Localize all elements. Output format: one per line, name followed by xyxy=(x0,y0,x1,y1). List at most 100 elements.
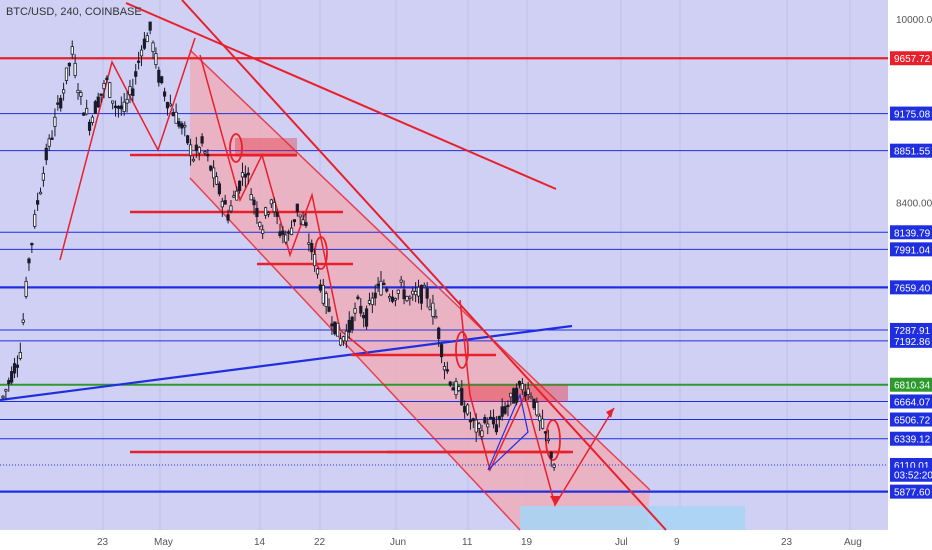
candle-body xyxy=(249,194,253,201)
candle-body xyxy=(526,388,530,395)
candle-body xyxy=(252,199,256,206)
candle-body xyxy=(263,207,268,216)
candle-body xyxy=(287,231,291,234)
candle-body xyxy=(465,404,470,415)
candle-body xyxy=(480,430,484,438)
price-label-box xyxy=(890,225,932,240)
candle-body xyxy=(113,105,118,108)
candle-body xyxy=(509,392,513,398)
wave-path-middle xyxy=(199,54,371,356)
candle-body xyxy=(278,231,282,237)
candle-body xyxy=(289,227,294,235)
candle-body xyxy=(73,62,77,76)
candle-body xyxy=(145,35,149,43)
x-tick-label: 14 xyxy=(254,537,266,548)
candle-body xyxy=(10,371,14,383)
candle-body xyxy=(463,406,467,413)
candle-body xyxy=(356,296,360,299)
price-label: 7287.91 xyxy=(894,326,931,337)
resistance-trend-line xyxy=(125,2,557,190)
candle-body xyxy=(50,137,54,140)
candle-body xyxy=(191,158,196,162)
price-label: 6810.34 xyxy=(894,381,931,392)
candle-body xyxy=(197,146,201,154)
candle-body xyxy=(125,98,129,104)
candle-body xyxy=(364,308,369,327)
candle-body xyxy=(41,173,45,181)
candle-body xyxy=(411,290,415,295)
candle-body xyxy=(321,284,325,304)
support-trend-line xyxy=(0,324,573,402)
candle-body xyxy=(445,369,449,372)
candle-body xyxy=(235,190,239,201)
candle-body xyxy=(370,297,374,306)
price-label: 6339.12 xyxy=(894,435,931,446)
candle-body xyxy=(448,381,452,386)
candle-body xyxy=(359,305,363,314)
candle-body xyxy=(246,172,250,176)
x-tick-label: 9 xyxy=(674,537,680,548)
price-label-box xyxy=(890,484,932,499)
candle-body xyxy=(226,214,230,221)
candle-body xyxy=(223,200,227,205)
candle-body xyxy=(425,288,429,299)
candle-body xyxy=(183,125,187,128)
x-tick-label: Jun xyxy=(390,537,406,548)
price-label: 7659.40 xyxy=(894,283,931,294)
price-label: 03:52:20 xyxy=(894,471,932,482)
candle-body xyxy=(546,438,550,442)
candle-body xyxy=(497,416,501,421)
candle-body xyxy=(284,234,288,243)
candle-body xyxy=(162,91,167,97)
candle-body xyxy=(347,319,351,333)
candle-body xyxy=(266,212,271,215)
price-label-box xyxy=(890,431,932,446)
candle-body xyxy=(471,418,475,421)
candle-body xyxy=(240,172,245,178)
candle-body xyxy=(437,327,441,340)
highlight-ellipse xyxy=(455,331,469,369)
candle-body xyxy=(122,101,126,112)
candle-body xyxy=(232,195,236,198)
candle-body xyxy=(212,167,216,179)
candle-body xyxy=(269,199,273,205)
candle-body xyxy=(304,222,308,227)
candle-body xyxy=(310,243,314,253)
candle-body xyxy=(44,147,48,161)
candle-body xyxy=(434,316,438,319)
price-label-box xyxy=(890,467,932,482)
candle-body xyxy=(53,116,57,127)
price-label: 9175.08 xyxy=(894,110,931,121)
candle-body xyxy=(79,92,83,97)
candle-body xyxy=(474,419,478,433)
candle-body xyxy=(419,284,423,304)
candle-body xyxy=(180,123,184,129)
price-label: 7991.04 xyxy=(894,245,931,256)
price-label-box xyxy=(890,51,932,66)
candle-body xyxy=(512,388,516,404)
candle-body xyxy=(116,105,121,109)
candle-body xyxy=(108,82,112,98)
x-tick-label: 23 xyxy=(97,537,109,548)
candle-body xyxy=(330,323,334,327)
candle-body xyxy=(30,242,34,246)
candle-body xyxy=(540,418,545,429)
candle-body xyxy=(402,289,406,300)
candle-body xyxy=(408,296,412,299)
price-label-box xyxy=(890,322,932,337)
candle-body xyxy=(151,42,155,52)
arrow-head-down xyxy=(550,496,560,505)
price-label: 7192.86 xyxy=(894,337,931,348)
candle-body xyxy=(21,319,25,323)
candle-body xyxy=(243,173,247,178)
candle-body xyxy=(344,330,348,342)
candle-body xyxy=(59,97,63,109)
candle-body xyxy=(382,282,386,286)
price-label-box xyxy=(890,242,932,257)
candle-body xyxy=(362,314,366,319)
candle-body xyxy=(128,86,132,96)
candle-body xyxy=(154,53,158,66)
candle-body xyxy=(552,464,556,468)
